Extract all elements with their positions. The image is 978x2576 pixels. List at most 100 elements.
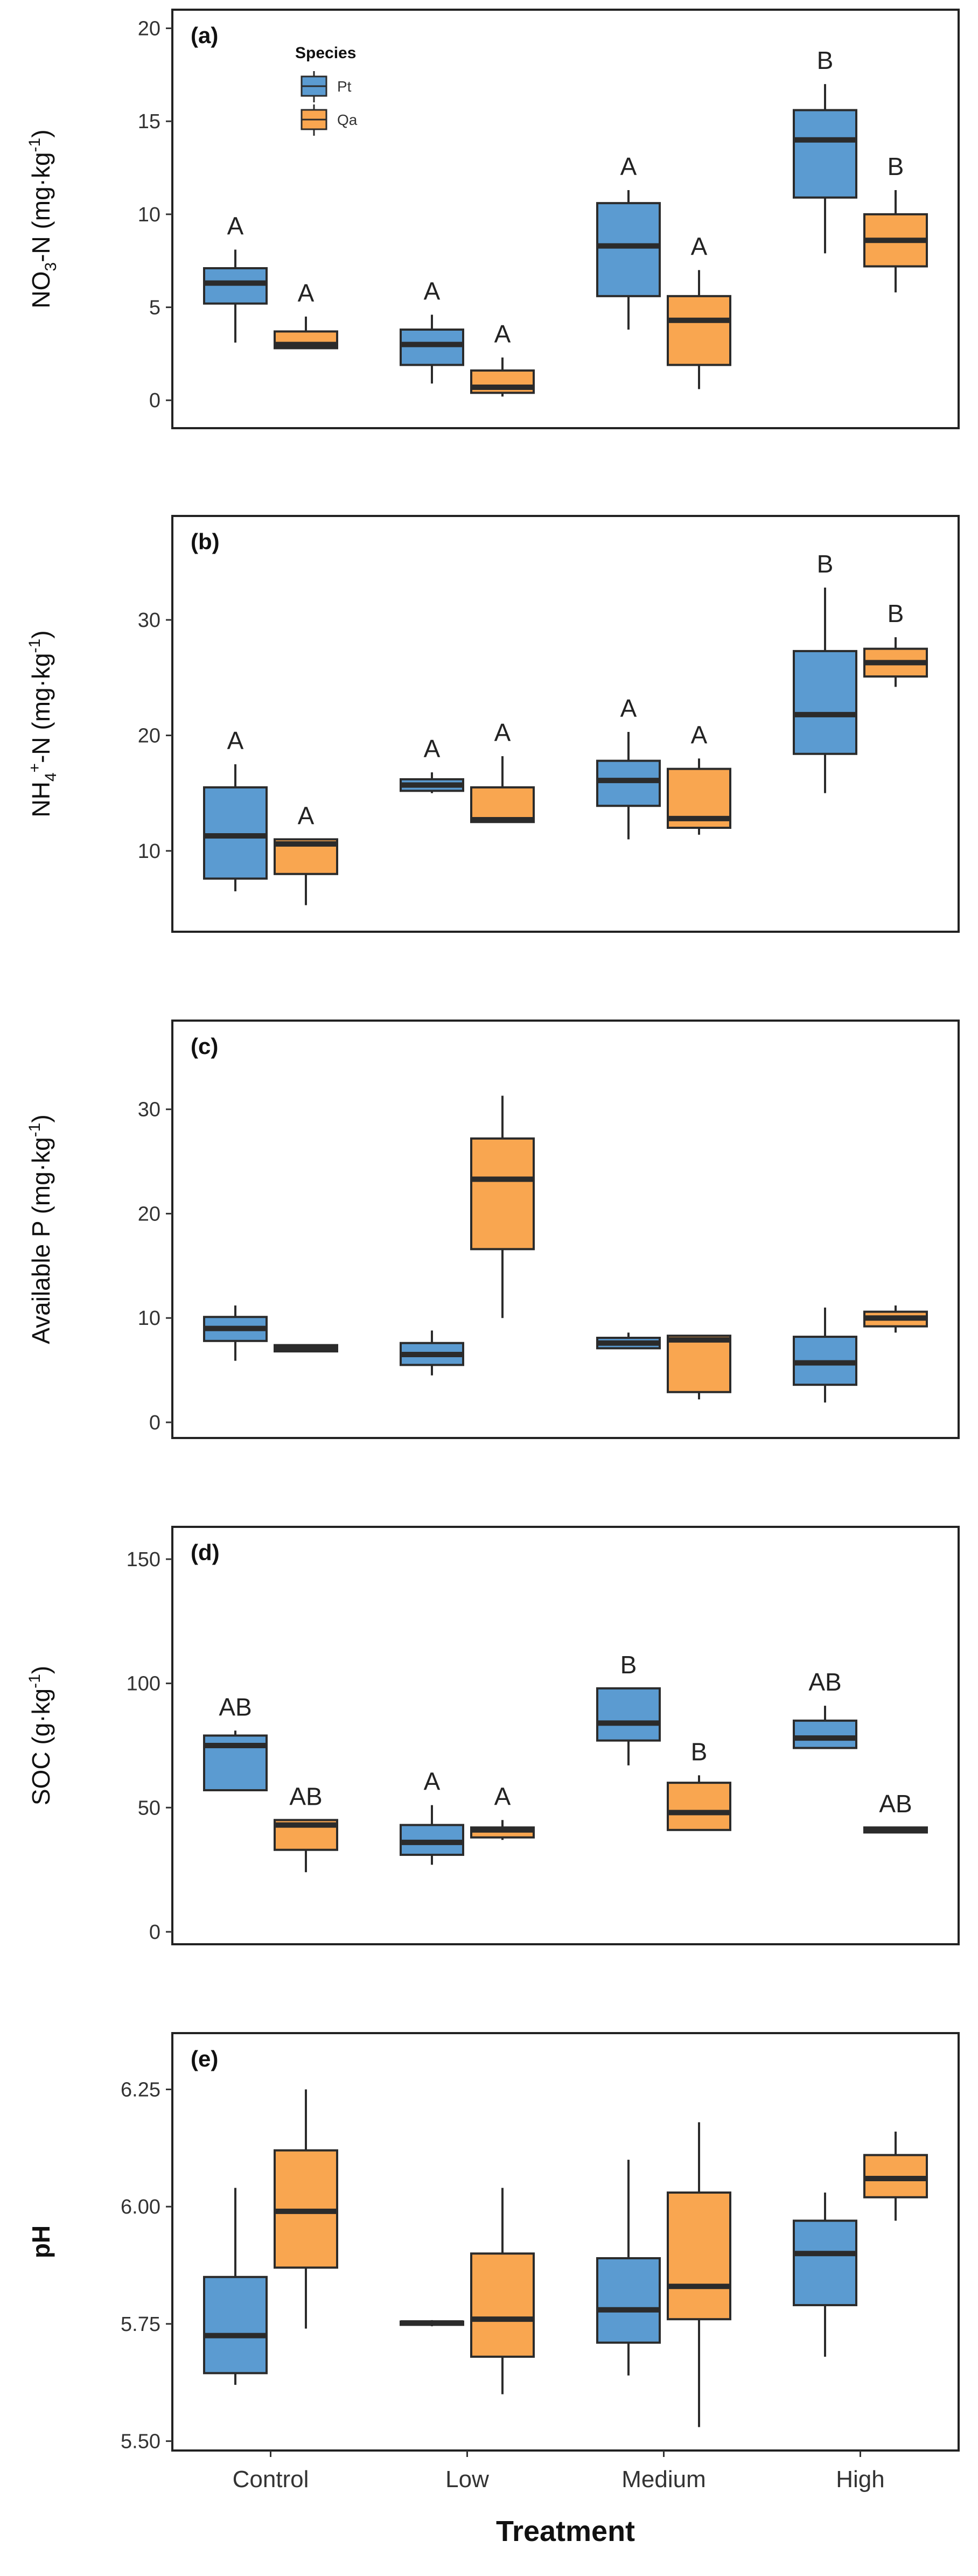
y-axis-label: NO3-N (mg·kg-1) xyxy=(26,129,60,308)
ylabel-part: -N (mg·kg xyxy=(27,152,55,262)
panel-b: 10 20 30 NH4+-N (mg·kg-1) (b) A A A B A A A B xyxy=(26,515,960,933)
y-tick-label: 5 xyxy=(149,297,160,319)
box-body xyxy=(596,759,661,807)
ylabel-part: Available P (mg·kg xyxy=(27,1137,55,1344)
y-tick-label: 5.75 xyxy=(121,2313,160,2336)
box-qa-high xyxy=(863,2131,928,2221)
box-body xyxy=(203,2275,268,2375)
ylabel-superscript: -1 xyxy=(26,1123,44,1137)
box-body xyxy=(400,328,464,366)
box-pt-high xyxy=(793,1307,857,1403)
y-tick-label: 0 xyxy=(149,1412,160,1434)
box-pt-control xyxy=(203,2188,268,2385)
significance-label: A xyxy=(620,152,637,180)
box-body xyxy=(596,1687,661,1742)
box-body xyxy=(596,202,661,297)
significance-label: A xyxy=(227,727,244,755)
box-pt-medium: B xyxy=(596,1651,661,1765)
significance-label: A xyxy=(424,1768,441,1796)
panel-c: 0 10 20 30 Available P (mg·kg-1) (c) xyxy=(26,1020,960,1439)
significance-label: B xyxy=(817,46,834,74)
ylabel-subscript: 4 xyxy=(42,772,60,781)
box-pt-medium xyxy=(596,2160,661,2376)
box-qa-low xyxy=(470,2188,535,2395)
box-pt-low xyxy=(400,1330,464,1376)
box-pt-high xyxy=(793,2193,857,2357)
box-pt-low: A xyxy=(400,1768,464,1865)
legend-label: Pt xyxy=(337,78,352,95)
significance-label: A xyxy=(227,212,244,240)
box-pt-high: B xyxy=(793,46,857,254)
panel-frame xyxy=(171,2032,960,2452)
x-tick-label: Low xyxy=(445,2466,489,2493)
box-pt-high: B xyxy=(793,550,857,793)
significance-label: A xyxy=(691,232,708,260)
y-tick-label: 10 xyxy=(138,204,160,226)
box-qa-control xyxy=(274,2089,338,2329)
box-qa-low xyxy=(470,1095,535,1318)
box-body xyxy=(470,786,535,823)
box-body xyxy=(667,2191,731,2321)
significance-label: AB xyxy=(879,1790,912,1818)
significance-label: AB xyxy=(808,1668,841,1696)
panel-e: 5.50 5.75 6.00 6.25 pH (e) xyxy=(27,2032,960,2453)
ylabel-subscript: 3 xyxy=(42,262,60,271)
box-body xyxy=(667,1782,731,1831)
box-qa-control: AB xyxy=(274,1782,338,1873)
ylabel-part: pH xyxy=(27,2225,55,2258)
box-pt-low xyxy=(400,2320,464,2327)
box-pt-low: A xyxy=(400,735,464,793)
box-body xyxy=(470,1137,535,1251)
panel-label: (e) xyxy=(191,2046,218,2071)
y-axis-label: SOC (g·kg-1) xyxy=(26,1666,55,1805)
panel-a: 0 5 10 15 20 NO3-N (mg·kg-1) (a) A A A B A A A B Specie… xyxy=(26,9,960,429)
y-axis-label: pH xyxy=(27,2225,55,2258)
y-tick-label: 150 xyxy=(127,1548,160,1571)
significance-label: A xyxy=(424,277,441,305)
y-tick-label: 100 xyxy=(127,1673,160,1695)
box-body xyxy=(793,1719,857,1749)
box-qa-medium xyxy=(667,2122,731,2427)
y-tick-label: 10 xyxy=(138,840,160,863)
y-tick-label: 15 xyxy=(138,110,160,133)
significance-label: A xyxy=(494,1782,511,1810)
box-qa-high: B xyxy=(863,599,928,687)
ylabel-superscript: -1 xyxy=(26,639,44,653)
x-axis: Control Low Medium High Treatment xyxy=(233,2451,885,2547)
box-body xyxy=(793,109,857,199)
significance-label: A xyxy=(691,721,708,749)
y-axis-label: Available P (mg·kg-1) xyxy=(26,1114,55,1344)
ylabel-part: ) xyxy=(27,1114,55,1122)
x-tick-label: High xyxy=(836,2466,885,2493)
box-body xyxy=(203,786,268,880)
ylabel-superscript: -1 xyxy=(26,1674,44,1688)
box-qa-low: A xyxy=(470,718,535,823)
legend-title: Species xyxy=(295,44,356,62)
box-qa-low: A xyxy=(470,1782,535,1840)
panel-label: (d) xyxy=(191,1540,220,1565)
y-tick-label: 50 xyxy=(138,1797,160,1819)
significance-label: A xyxy=(494,320,511,348)
significance-label: B xyxy=(817,550,834,578)
legend: Species Pt Qa xyxy=(295,44,358,136)
box-pt-low: A xyxy=(400,277,464,384)
box-qa-medium xyxy=(667,1335,731,1400)
box-pt-high: AB xyxy=(793,1668,857,1749)
ylabel-part: ) xyxy=(27,630,55,638)
box-body xyxy=(667,1335,731,1393)
box-qa-high: AB xyxy=(863,1790,928,1834)
y-tick-label: 0 xyxy=(149,389,160,412)
box-qa-medium: A xyxy=(667,232,731,389)
significance-label: B xyxy=(888,599,904,627)
box-qa-low: A xyxy=(470,320,535,397)
significance-label: B xyxy=(691,1737,708,1765)
box-qa-control: A xyxy=(274,279,338,350)
significance-label: A xyxy=(424,735,441,763)
box-qa-control xyxy=(274,1344,338,1353)
legend-label: Qa xyxy=(337,111,358,128)
y-tick-label: 5.50 xyxy=(121,2431,160,2453)
box-pt-medium: A xyxy=(596,152,661,330)
panel-label: (c) xyxy=(191,1034,218,1059)
ylabel-part: SOC (g·kg xyxy=(27,1688,55,1805)
